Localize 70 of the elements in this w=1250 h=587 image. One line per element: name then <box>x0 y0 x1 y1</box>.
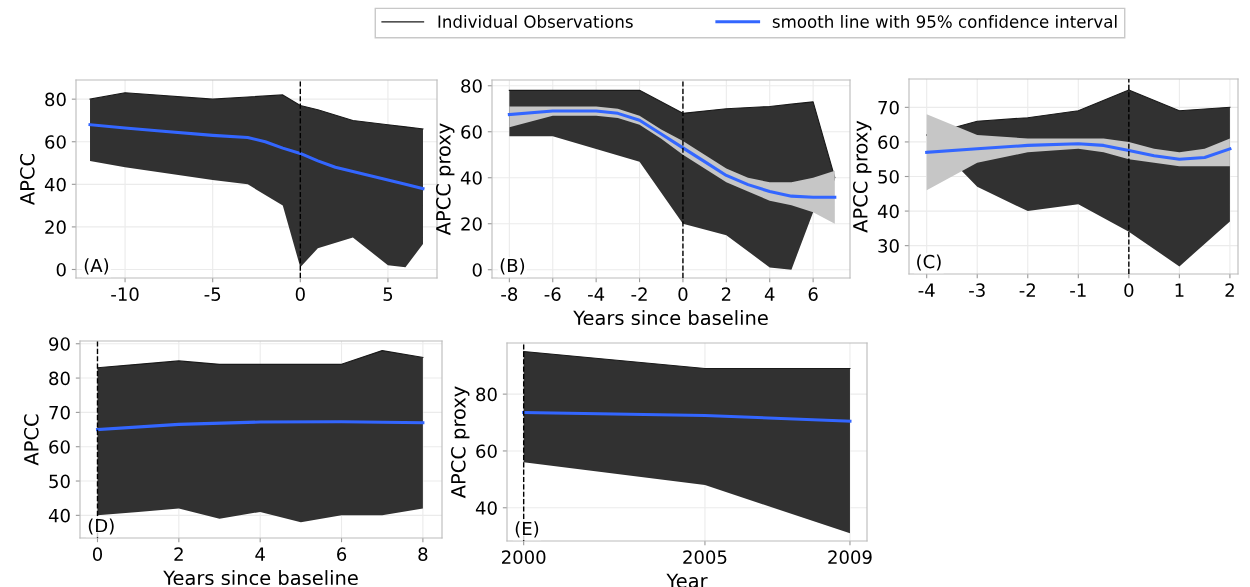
x-tick-label: 4 <box>255 547 265 561</box>
y-tick-label: 60 <box>45 135 66 149</box>
annotation: (C) <box>917 254 941 271</box>
x-axis-title: Years since baseline <box>163 570 358 586</box>
y-tick-label: 60 <box>476 444 497 459</box>
line-series <box>925 142 1232 161</box>
line-series <box>88 123 425 191</box>
x-tick-label: 2009 <box>828 550 872 564</box>
x-tick-label: -2 <box>1019 283 1035 297</box>
x-tick-label: 0 <box>295 287 305 301</box>
y-tick-label: 40 <box>475 501 497 515</box>
x-tick-label: 2 <box>721 287 731 301</box>
y-tick-label: 20 <box>45 220 66 235</box>
x-tick-label: -4 <box>588 287 605 301</box>
y-tick-label: 70 <box>878 100 899 115</box>
y-tick-label: 60 <box>878 135 899 150</box>
x-tick-label: -6 <box>544 287 561 301</box>
y-tick-label: 50 <box>49 474 70 489</box>
y-axis-title: APCC proxy <box>450 386 470 499</box>
legend-label: smooth line with 95% confidence interval <box>772 15 1117 28</box>
x-tick-label: 2 <box>1225 283 1234 297</box>
line-series <box>96 350 424 369</box>
y-tick-label: 70 <box>49 405 70 420</box>
annotation: (B) <box>500 258 525 275</box>
legend-label: Individual Observations <box>438 15 633 28</box>
y-tick-label: 30 <box>878 239 899 253</box>
y-tick-label: 40 <box>460 171 482 185</box>
y-tick-label: 80 <box>476 387 497 402</box>
y-tick-label: 50 <box>878 169 899 184</box>
x-tick-label: -8 <box>501 287 518 301</box>
x-tick-label: -1 <box>1070 283 1086 297</box>
y-tick-label: 40 <box>44 177 66 192</box>
x-tick-label: -2 <box>631 287 647 301</box>
annotation: (E) <box>515 521 539 538</box>
annotation: (D) <box>88 518 114 535</box>
y-tick-label: 40 <box>877 204 899 219</box>
y-tick-label: 0 <box>472 263 482 277</box>
x-tick-label: -3 <box>969 283 985 297</box>
x-tick-label: 0 <box>1124 283 1134 297</box>
x-axis-title: Years since baseline <box>573 310 768 326</box>
y-tick-label: 40 <box>48 508 70 523</box>
x-tick-label: -4 <box>918 283 935 297</box>
y-tick-label: 80 <box>461 79 482 93</box>
y-axis-title: APCC <box>23 414 39 466</box>
line-series <box>95 420 425 432</box>
x-tick-label: 6 <box>337 547 347 561</box>
y-tick-label: 90 <box>49 337 70 351</box>
y-axis-title: APCC proxy <box>435 123 455 236</box>
y-tick-label: 20 <box>461 217 482 231</box>
y-tick-label: 0 <box>56 262 66 277</box>
x-tick-label: 0 <box>92 547 103 561</box>
y-axis-title: APCC <box>19 153 35 205</box>
x-tick-label: 1 <box>1175 283 1184 297</box>
y-tick-label: 80 <box>45 92 66 107</box>
x-tick-label: -10 <box>111 287 139 301</box>
x-tick-label: 2 <box>174 547 183 561</box>
x-tick-label: 4 <box>764 287 775 301</box>
y-tick-label: 60 <box>461 125 482 139</box>
y-axis-title: APCC proxy <box>852 120 872 233</box>
annotation: (A) <box>84 258 109 275</box>
x-tick-label: -5 <box>204 287 221 301</box>
x-tick-label: 2000 <box>502 550 546 564</box>
x-tick-label: 8 <box>418 547 428 561</box>
y-tick-label: 80 <box>49 371 70 386</box>
x-tick-label: 5 <box>383 287 393 301</box>
y-tick-label: 60 <box>49 440 70 454</box>
x-tick-label: 6 <box>808 287 818 301</box>
x-tick-label: 0 <box>678 287 688 301</box>
line-series <box>507 109 837 199</box>
x-tick-label: 2005 <box>683 550 727 564</box>
